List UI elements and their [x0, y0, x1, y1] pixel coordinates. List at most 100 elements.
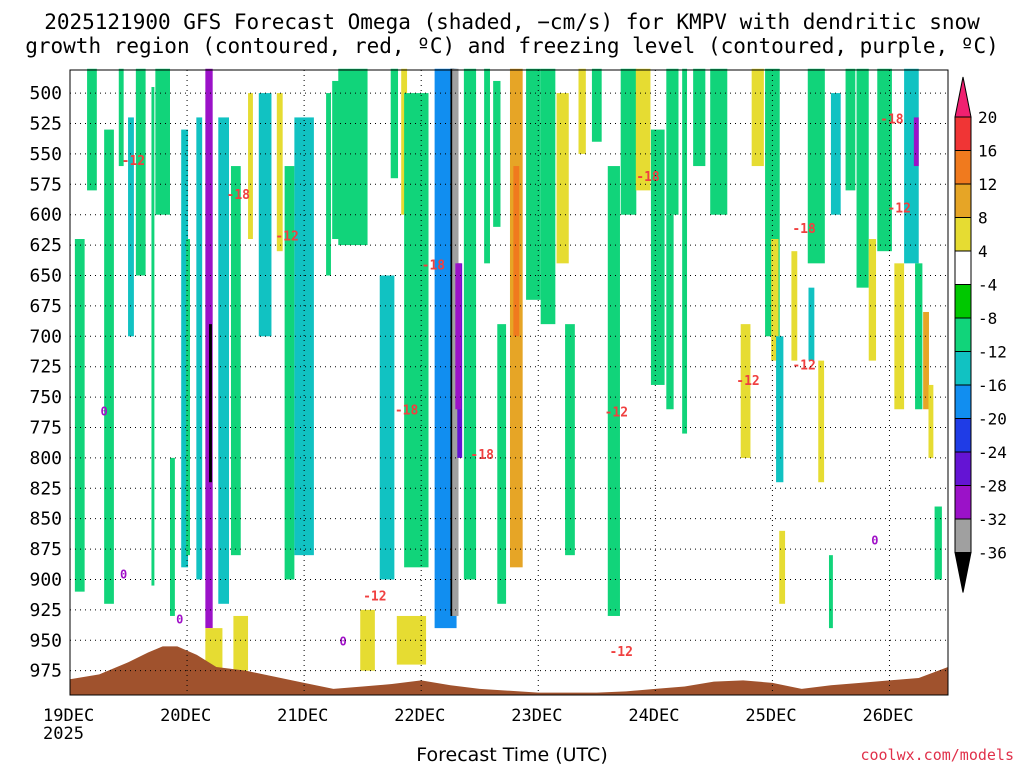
omega-band-58	[845, 68, 856, 191]
omega-band-44	[693, 68, 706, 167]
omega-band-73	[74, 239, 85, 592]
omega-band-0	[151, 87, 155, 586]
dgz-contour-label-7: -12	[605, 406, 628, 421]
y-tick-label-2: 550	[29, 144, 62, 165]
dgz-contour-label-4: -18	[422, 259, 446, 274]
omega-band-47	[751, 68, 764, 167]
y-tick-label-1: 525	[29, 114, 62, 135]
omega-band-61	[877, 68, 892, 252]
chart-title-line-1: 2025121900 GFS Forecast Omega (shaded, −…	[44, 10, 980, 34]
omega-band-23	[455, 263, 462, 410]
y-tick-label-9: 725	[29, 357, 62, 378]
omega-band-46	[740, 324, 751, 458]
colorbar-label-2: 12	[978, 175, 997, 194]
colorbar-swatch-11	[954, 451, 972, 486]
x-tick-label-7: 26DEC	[862, 706, 913, 726]
colorbar-label-3: 8	[978, 209, 988, 228]
omega-band-13	[326, 93, 331, 276]
omega-band-77	[205, 628, 223, 671]
omega-band-60	[868, 239, 877, 361]
dgz-contour-label-0: -12	[122, 154, 145, 169]
dgz-contour-label-11: -18	[792, 222, 816, 237]
omega-band-6	[218, 117, 230, 604]
omega-band-66	[923, 311, 929, 410]
omega-band-26	[484, 68, 490, 264]
freezing-contour-label-4: 0	[871, 533, 878, 547]
omega-band-43	[682, 68, 688, 434]
dgz-contour-label-3: -12	[363, 589, 386, 604]
freezing-contour-label-0: 0	[101, 404, 108, 418]
freezing-contour-label-2: 0	[176, 612, 183, 626]
x-tick-label-4: 23DEC	[511, 706, 562, 726]
omega-band-40	[650, 129, 665, 385]
colorbar-label-6: -8	[978, 309, 997, 328]
y-tick-label-8: 700	[29, 326, 62, 347]
colorbar-label-1: 16	[978, 142, 997, 161]
omega-band-72	[135, 68, 146, 276]
colorbar-swatch-8	[954, 351, 972, 386]
omega-band-42	[666, 214, 674, 410]
y-tick-label-10: 750	[29, 387, 62, 408]
omega-band-76	[169, 457, 175, 616]
omega-band-51	[779, 530, 786, 604]
y-tick-label-3: 575	[29, 174, 62, 195]
x-tick-label-1: 20DEC	[160, 706, 211, 726]
colorbar-label-5: -4	[978, 276, 997, 295]
omega-band-74	[87, 68, 97, 191]
colorbar-swatch-1	[954, 116, 972, 151]
omega-band-37	[607, 166, 620, 616]
dgz-contour-label-8: -12	[609, 645, 632, 660]
omega-band-11	[284, 166, 295, 580]
freezing-contour-label-3: 0	[340, 634, 347, 648]
omega-band-56	[818, 360, 825, 483]
y-tick-label-14: 850	[29, 509, 62, 530]
omega-band-18	[390, 68, 399, 179]
omega-band-75	[155, 68, 170, 215]
y-tick-label-19: 975	[29, 661, 62, 682]
omega-band-2	[186, 239, 190, 556]
omega-band-5	[209, 324, 212, 483]
y-tick-label-4: 600	[29, 205, 62, 226]
omega-band-36	[591, 68, 602, 142]
omega-band-34	[565, 324, 575, 556]
colorbar: 20 16 12 8 4 -4 -8 -12 -16 -20 -24 -28 -32 -36	[954, 76, 1007, 593]
omega-band-8	[248, 93, 253, 240]
omega-band-78	[233, 615, 249, 671]
x-tick-label-0: 19DEC	[43, 706, 94, 726]
colorbar-label-13: -36	[978, 544, 1007, 563]
colorbar-label-11: -28	[978, 477, 1007, 496]
y-tick-label-18: 950	[29, 630, 62, 651]
dgz-contour-label-2: -12	[275, 229, 298, 244]
omega-band-49	[771, 239, 779, 361]
y-tick-label-6: 650	[29, 265, 62, 286]
colorbar-swatch-9	[954, 384, 972, 419]
omega-band-67	[928, 384, 934, 458]
chart-title-line-2: growth region (contoured, red, ºC) and f…	[25, 34, 999, 58]
colorbar-cap-top	[954, 76, 972, 118]
y-axis-labels: 500 525 550 575 600 625 650 675 700 725 750 775 800 8…	[29, 83, 62, 682]
omega-band-62	[894, 263, 905, 410]
y-tick-label-13: 825	[29, 478, 62, 499]
omega-band-25	[463, 68, 477, 580]
omega-band-27	[493, 80, 501, 227]
x-tick-label-5: 24DEC	[628, 706, 679, 726]
omega-band-79	[360, 609, 375, 671]
colorbar-cap-bottom	[954, 552, 972, 593]
dgz-contour-label-1: -18	[227, 188, 251, 203]
y-tick-label-5: 625	[29, 235, 62, 256]
colorbar-label-4: 4	[978, 242, 988, 261]
x-axis-label: Forecast Time (UTC)	[416, 744, 608, 766]
omega-band-59	[856, 68, 869, 288]
colorbar-swatch-12	[954, 485, 972, 520]
omega-band-32	[540, 68, 556, 325]
colorbar-swatch-4	[954, 217, 972, 252]
omega-band-16	[379, 275, 395, 580]
dgz-contour-label-9: -18	[636, 170, 660, 185]
colorbar-swatch-6	[954, 284, 972, 319]
omega-band-52	[791, 251, 798, 361]
plot-frame	[69, 69, 949, 696]
omega-band-65	[915, 263, 923, 410]
dgz-contour-label-6: -18	[395, 403, 419, 418]
colorbar-label-0: 20	[978, 108, 997, 127]
